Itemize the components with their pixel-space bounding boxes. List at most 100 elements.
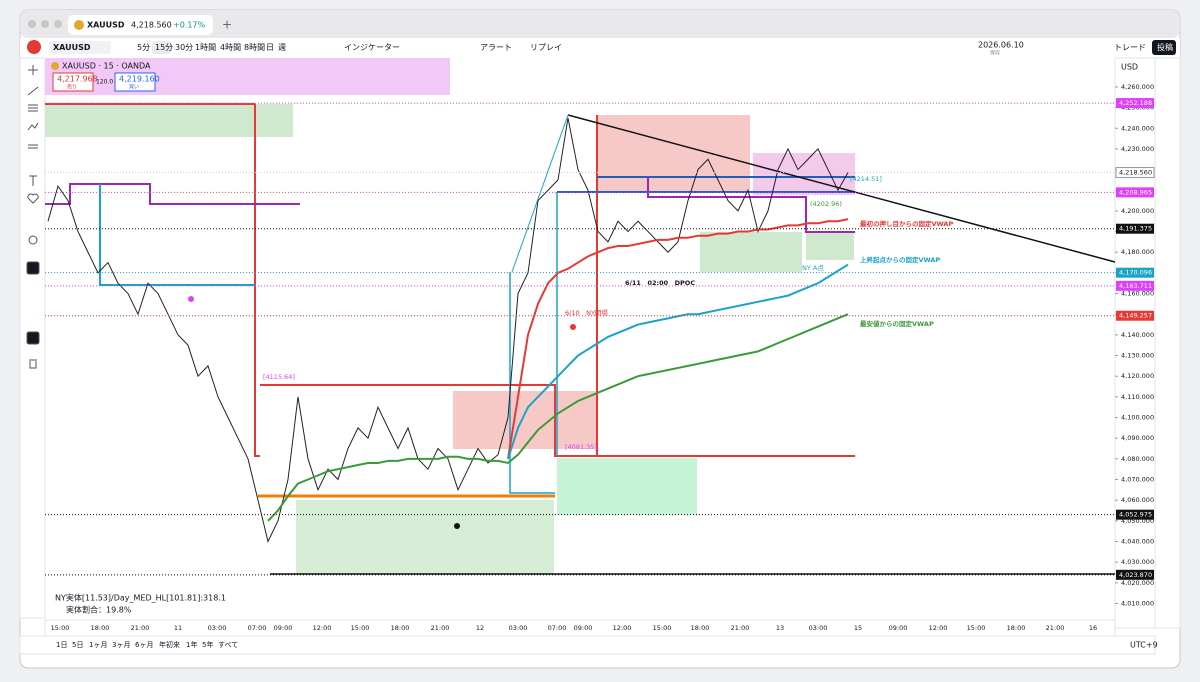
range-button[interactable]: 1ヶ月	[89, 641, 107, 649]
x-tick-label: 15:00	[351, 624, 370, 632]
y-tick-label: 4,090.000	[1121, 434, 1154, 442]
range-button[interactable]: 年初来	[159, 640, 180, 649]
interval[interactable]: 30分	[175, 43, 193, 52]
price-tag-label: 4,023.870	[1119, 571, 1152, 579]
legend-title: XAUUSD · 15 · OANDA	[62, 62, 151, 71]
symbol-search[interactable]	[49, 41, 111, 54]
buy-price[interactable]: 4,219.160	[119, 75, 160, 84]
range-button[interactable]: 3ヶ月	[112, 641, 130, 649]
x-tick-label: 07:00	[248, 624, 267, 632]
avatar[interactable]	[27, 40, 41, 54]
tab-change: +0.17%	[173, 21, 206, 30]
x-tick-label: 15:00	[51, 624, 70, 632]
range-button[interactable]: 5年	[202, 640, 213, 649]
publish-bg[interactable]	[1152, 40, 1176, 55]
interval[interactable]: 5分	[137, 43, 150, 52]
tool-fib[interactable]	[28, 104, 38, 112]
y-tick-label: 4,130.000	[1121, 352, 1154, 360]
price-tag-label: 4,170.096	[1119, 269, 1152, 277]
tool-trend[interactable]	[27, 86, 39, 96]
sell-box[interactable]	[52, 72, 94, 92]
tab[interactable]	[68, 15, 213, 35]
level-line	[260, 115, 598, 457]
range-button[interactable]: 1年	[186, 640, 197, 649]
currency: USD	[1121, 63, 1138, 72]
y-tick-label: 4,200.000	[1121, 207, 1154, 215]
window-button[interactable]	[28, 20, 36, 28]
range-button[interactable]: 1日	[56, 641, 67, 649]
window-button[interactable]	[54, 20, 62, 28]
marker	[454, 523, 460, 529]
annotation: 6/10 NY開場	[565, 308, 608, 317]
x-tick-label: 11	[174, 624, 182, 632]
vwap-line	[507, 218, 849, 459]
annotation: [4081.35]	[565, 443, 597, 451]
x-tick-label: 07:00	[548, 624, 567, 632]
new-tab[interactable]: +	[222, 18, 232, 32]
tool-trash[interactable]	[29, 359, 37, 369]
replay-button[interactable]: リプレイ	[530, 43, 562, 52]
range-button[interactable]: 5日	[72, 641, 83, 649]
range-button[interactable]: 6ヶ月	[135, 641, 153, 649]
price-axis	[1114, 57, 1156, 629]
tool-heart[interactable]	[27, 193, 39, 204]
x-tick-label: 21:00	[431, 624, 450, 632]
price-tag	[1116, 310, 1154, 321]
tab-price: 4,218.560	[131, 21, 172, 30]
vwap-line	[267, 313, 849, 522]
tool-text[interactable]	[29, 175, 37, 186]
x-tick-label: 18:00	[691, 624, 710, 632]
x-tick-label: 15:00	[967, 624, 986, 632]
y-tick-label: 4,060.000	[1121, 496, 1154, 504]
tool-globe[interactable]	[26, 331, 40, 345]
tool-zoom[interactable]	[28, 235, 38, 245]
save-status: 保存	[990, 50, 1000, 57]
x-tick-label: 21:00	[731, 624, 750, 632]
x-tick-label: 09:00	[574, 624, 593, 632]
sell-price[interactable]: 4,217.968	[57, 75, 98, 84]
zone-box	[557, 458, 697, 515]
interval[interactable]: 8時間	[244, 43, 265, 52]
buy-box[interactable]	[114, 72, 156, 92]
buy-label: 買い	[129, 85, 139, 91]
tab-symbol: XAUUSD	[87, 21, 125, 30]
vwap-label: 最初の押し目からの固定VWAP	[860, 219, 953, 228]
window-button[interactable]	[41, 20, 49, 28]
range-button[interactable]: すべて	[218, 641, 238, 649]
symbol-icon	[74, 20, 84, 30]
x-tick-label: 03:00	[509, 624, 528, 632]
trend-line	[567, 114, 1116, 263]
price-tag	[1116, 98, 1154, 109]
interval[interactable]: 1時間	[195, 43, 216, 52]
vwap-label: 最安値からの固定VWAP	[860, 319, 934, 328]
x-tick-label: 12:00	[929, 624, 948, 632]
level-line	[45, 183, 300, 205]
y-tick-label: 4,240.000	[1121, 124, 1154, 132]
trade-button[interactable]: トレード	[1114, 43, 1146, 52]
price-tag	[1116, 223, 1154, 234]
tool-measure[interactable]	[28, 144, 38, 149]
tool-cross[interactable]	[28, 65, 38, 75]
tool-magnet[interactable]	[26, 261, 40, 275]
price-tag-label: 4,052.975	[1119, 511, 1152, 519]
interval[interactable]: 4時間	[220, 43, 241, 52]
publish-button[interactable]: 投稿	[1157, 42, 1173, 52]
interval[interactable]: 週	[278, 43, 286, 52]
y-tick-label: 4,030.000	[1121, 558, 1154, 566]
annotation: 6/11 02:00 DPOC	[625, 279, 695, 287]
indicators-button[interactable]: インジケーター	[344, 43, 400, 52]
toolbar-symbol[interactable]: XAUUSD	[53, 43, 91, 52]
interval[interactable]: 日	[266, 43, 274, 52]
alert-button[interactable]: アラート	[480, 43, 512, 52]
interval[interactable]: 15分	[155, 43, 173, 52]
price-tag	[1116, 569, 1154, 580]
tool-pattern[interactable]	[27, 122, 39, 131]
x-tick-label: 03:00	[809, 624, 828, 632]
sell-label: 売り	[67, 84, 77, 91]
y-tick-label: 4,140.000	[1121, 331, 1154, 339]
y-tick-label: 4,070.000	[1121, 476, 1154, 484]
plot-area	[45, 58, 1116, 575]
price-tag-label: 4,163.711	[1119, 282, 1152, 290]
timezone[interactable]: UTC+9	[1130, 641, 1158, 650]
